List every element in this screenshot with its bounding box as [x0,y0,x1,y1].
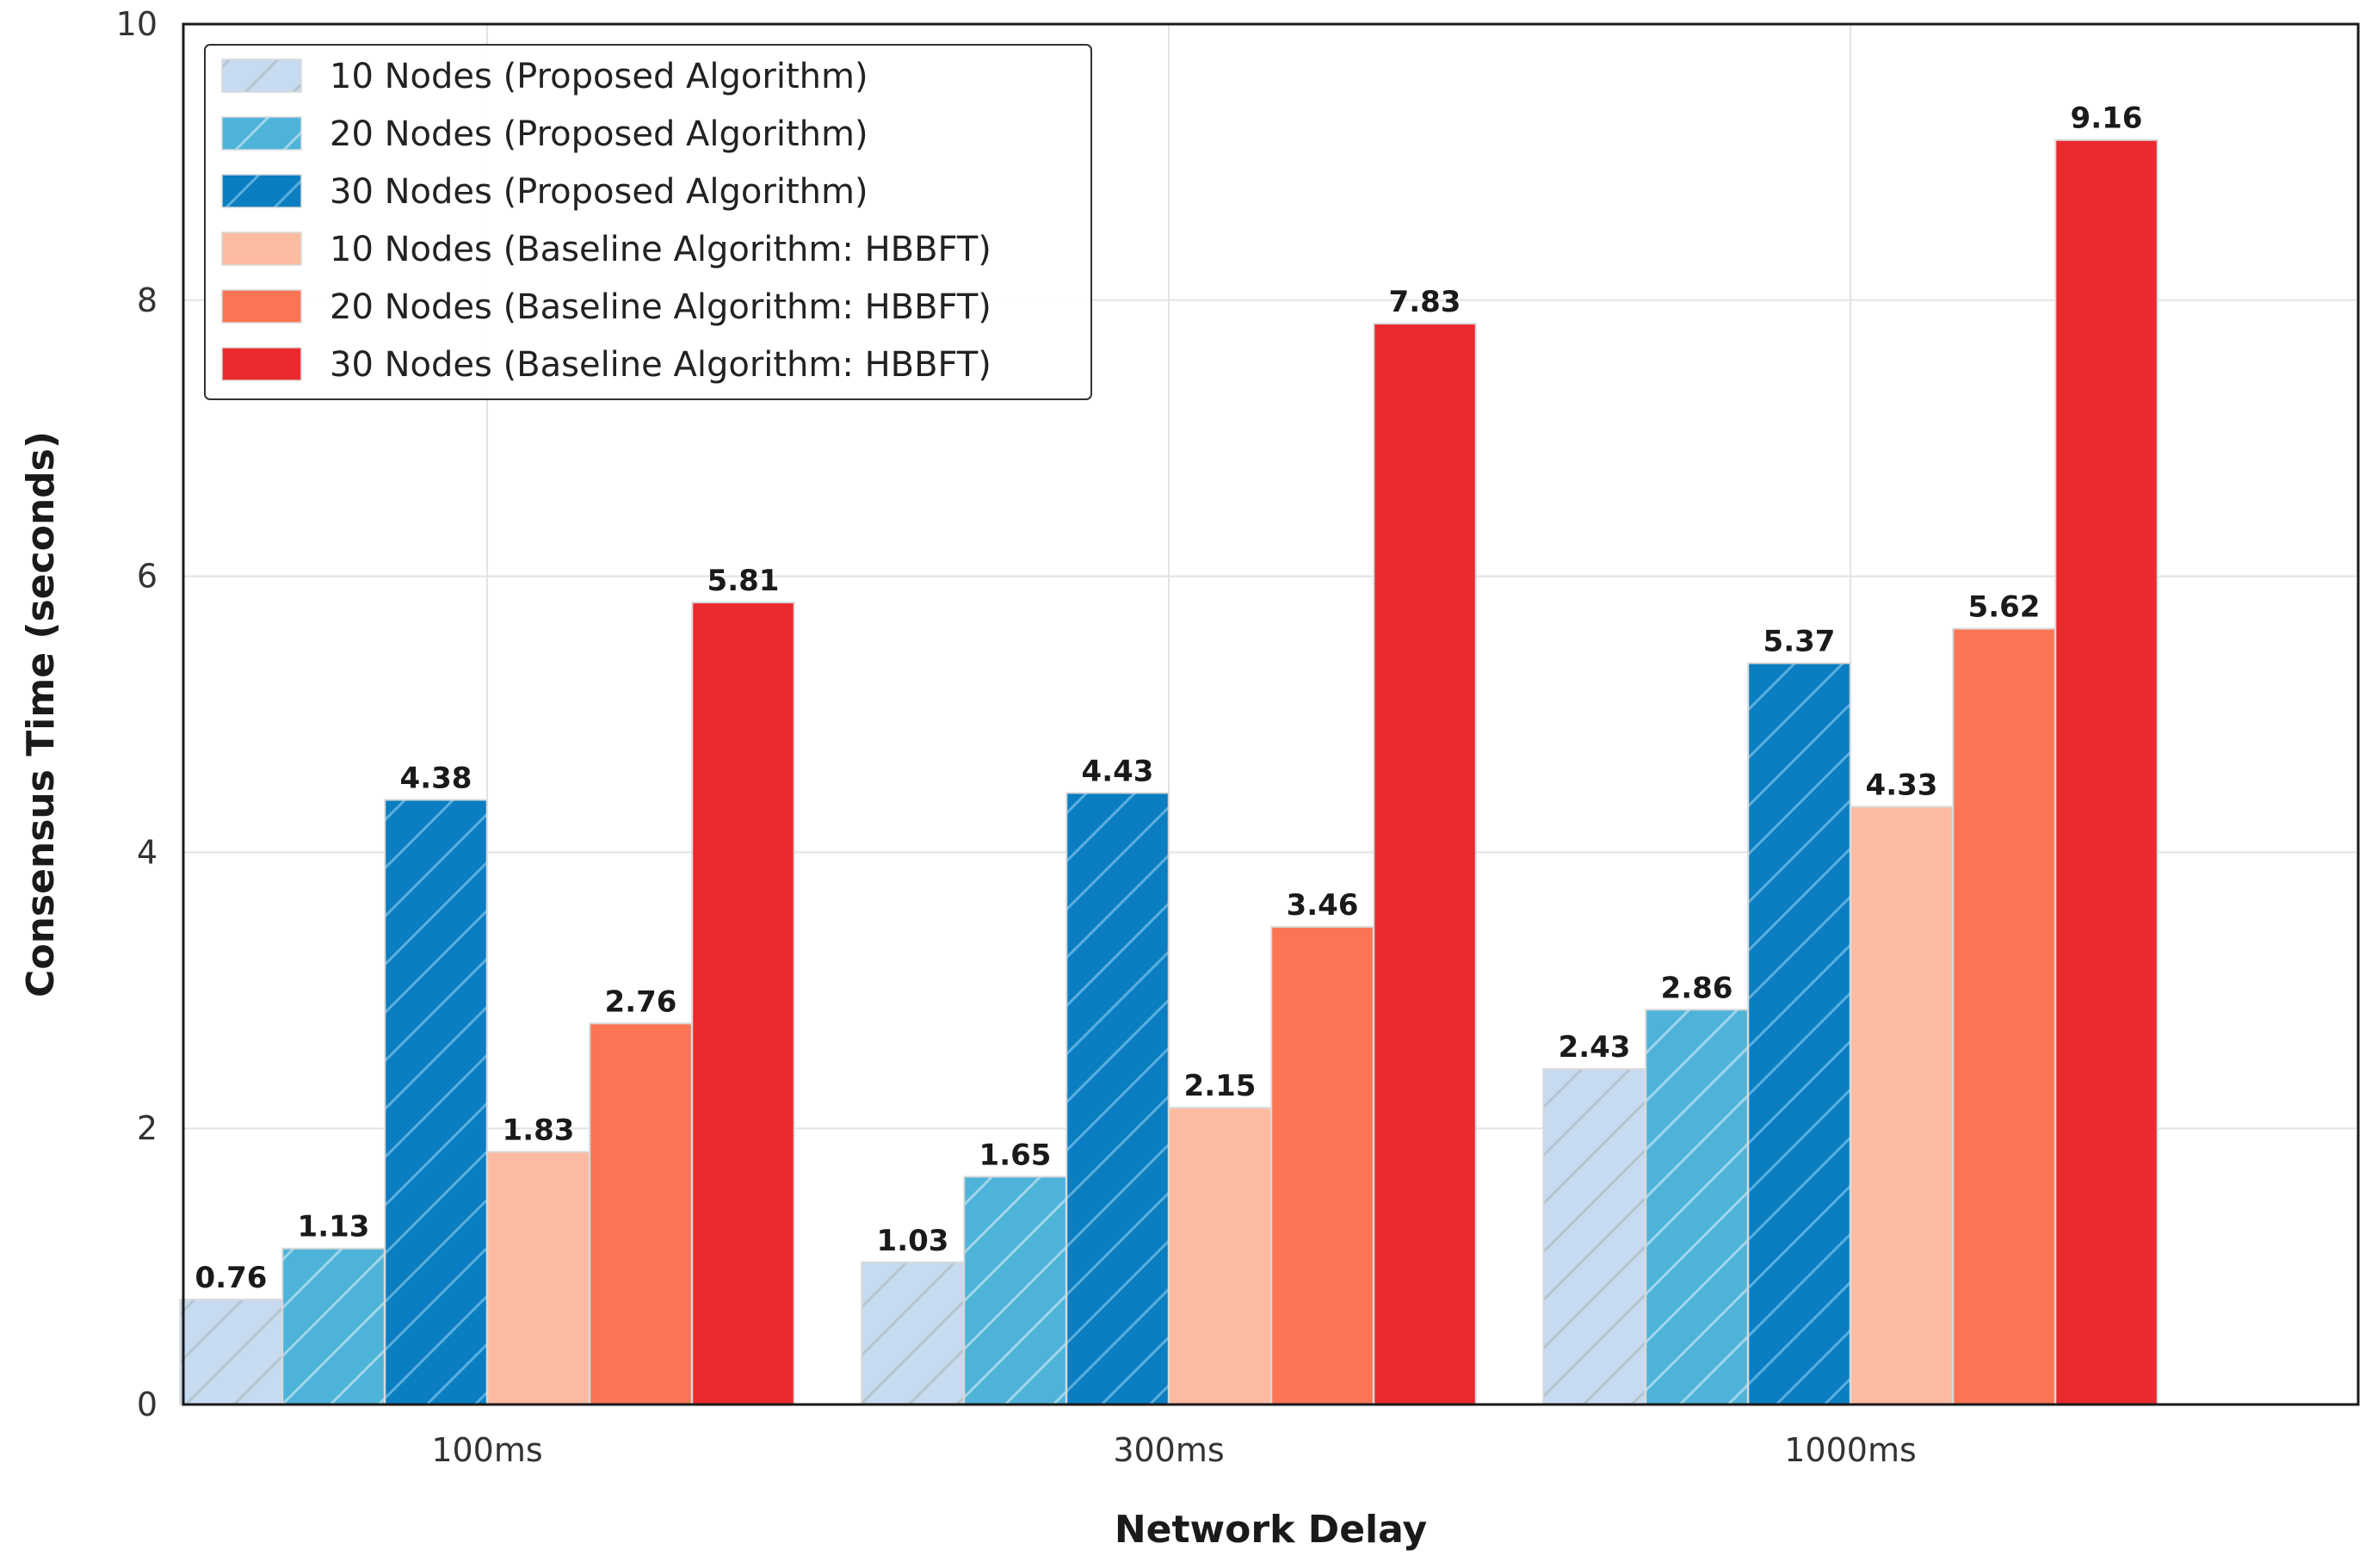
y-tick-label: 8 [137,281,158,319]
x-tick-label: 100ms [431,1431,542,1469]
data-label-20-nodes-proposed-algorithm-1000ms: 2.86 [1661,971,1733,1005]
data-label-10-nodes-baseline-algorithm-hbbft-300ms: 2.15 [1184,1069,1257,1103]
legend-swatch-30-nodes-proposed-algorithm [221,174,302,208]
plot-frame [182,22,2360,1406]
data-labels: 0.76 1.03 2.43 1.13 1.65 2.86 4.38 4.43 5.37 1.83… [195,102,2143,1295]
data-label-20-nodes-proposed-algorithm-300ms: 1.65 [979,1138,1052,1172]
y-tick-label: 10 [116,5,158,43]
data-label-10-nodes-baseline-algorithm-hbbft-100ms: 1.83 [503,1113,575,1147]
bar-30-nodes-baseline-algorithm-hbbft-100ms [691,602,795,1405]
y-tick-label: 6 [137,558,158,596]
bar-30-nodes-baseline-algorithm-hbbft-1000ms [2054,139,2159,1406]
bar-10-nodes-baseline-algorithm-hbbft-1000ms [1850,806,1954,1405]
bar-10-nodes-baseline-algorithm-hbbft-100ms [486,1151,590,1406]
data-label-20-nodes-baseline-algorithm-hbbft-1000ms: 5.62 [1968,590,2041,625]
bar-20-nodes-proposed-algorithm-100ms [281,1247,386,1406]
data-label-30-nodes-baseline-algorithm-hbbft-100ms: 5.81 [707,564,780,598]
legend-swatch-10-nodes-proposed-algorithm [221,59,302,93]
legend-label-30-nodes-baseline-algorithm-hbbft: 30 Nodes (Baseline Algorithm: HBBFT) [330,345,991,385]
bar-10-nodes-proposed-algorithm-1000ms [1542,1068,1646,1406]
y-tick-label: 2 [137,1109,158,1147]
data-label-10-nodes-proposed-algorithm-100ms: 0.76 [195,1261,268,1295]
x-tick-label: 1000ms [1784,1431,1917,1469]
bar-20-nodes-proposed-algorithm-300ms [963,1176,1067,1405]
legend-swatch-20-nodes-proposed-algorithm [221,116,302,151]
legend-label-20-nodes-proposed-algorithm: 20 Nodes (Proposed Algorithm) [330,114,868,154]
bar-30-nodes-baseline-algorithm-hbbft-300ms [1373,323,1477,1405]
bar-10-nodes-proposed-algorithm-100ms [179,1299,283,1405]
y-axis-ticks: 0 2 4 6 8 10 [116,5,158,1423]
legend-label-30-nodes-proposed-algorithm: 30 Nodes (Proposed Algorithm) [330,172,868,212]
legend-swatch-30-nodes-baseline-algorithm-hbbft [221,347,302,381]
data-label-10-nodes-proposed-algorithm-1000ms: 2.43 [1559,1030,1631,1065]
bar-30-nodes-proposed-algorithm-100ms [384,799,488,1405]
bar-20-nodes-baseline-algorithm-hbbft-100ms [589,1022,693,1406]
x-axis-ticks: 100ms 300ms 1000ms [431,1431,1916,1469]
data-label-20-nodes-baseline-algorithm-hbbft-300ms: 3.46 [1287,888,1359,923]
data-label-20-nodes-proposed-algorithm-100ms: 1.13 [298,1210,370,1244]
bar-20-nodes-baseline-algorithm-hbbft-1000ms [1952,627,2056,1405]
bar-30-nodes-proposed-algorithm-300ms [1065,792,1170,1405]
data-label-30-nodes-proposed-algorithm-100ms: 4.38 [400,761,473,795]
y-tick-label: 0 [137,1386,158,1423]
bar-10-nodes-baseline-algorithm-hbbft-300ms [1168,1107,1272,1405]
y-axis-title: Consensus Time (seconds) [19,431,63,997]
data-label-30-nodes-baseline-algorithm-hbbft-300ms: 7.83 [1389,285,1461,319]
data-label-30-nodes-proposed-algorithm-1000ms: 5.37 [1763,625,1836,659]
bars [179,139,2159,1406]
legend-label-20-nodes-baseline-algorithm-hbbft: 20 Nodes (Baseline Algorithm: HBBFT) [330,287,991,327]
legend-label-10-nodes-proposed-algorithm: 10 Nodes (Proposed Algorithm) [330,57,868,96]
data-label-30-nodes-baseline-algorithm-hbbft-1000ms: 9.16 [2071,102,2143,136]
data-label-30-nodes-proposed-algorithm-300ms: 4.43 [1082,754,1154,788]
data-label-20-nodes-baseline-algorithm-hbbft-100ms: 2.76 [605,985,677,1019]
legend: 10 Nodes (Proposed Algorithm) 20 Nodes (P… [204,44,1092,400]
y-tick-label: 4 [137,833,158,871]
legend-box [204,44,1092,400]
bar-20-nodes-baseline-algorithm-hbbft-300ms [1270,926,1374,1405]
legend-label-10-nodes-baseline-algorithm-hbbft: 10 Nodes (Baseline Algorithm: HBBFT) [330,230,991,269]
x-axis-title: Network Delay [1115,1508,1427,1552]
x-tick-label: 300ms [1113,1431,1224,1469]
legend-swatch-20-nodes-baseline-algorithm-hbbft [221,289,302,324]
bar-30-nodes-proposed-algorithm-1000ms [1747,662,1851,1405]
legend-swatch-10-nodes-baseline-algorithm-hbbft [221,231,302,266]
bar-20-nodes-proposed-algorithm-1000ms [1645,1009,1749,1405]
data-label-10-nodes-baseline-algorithm-hbbft-1000ms: 4.33 [1866,768,1938,802]
bar-10-nodes-proposed-algorithm-300ms [861,1261,965,1405]
data-label-10-nodes-proposed-algorithm-300ms: 1.03 [877,1224,949,1258]
